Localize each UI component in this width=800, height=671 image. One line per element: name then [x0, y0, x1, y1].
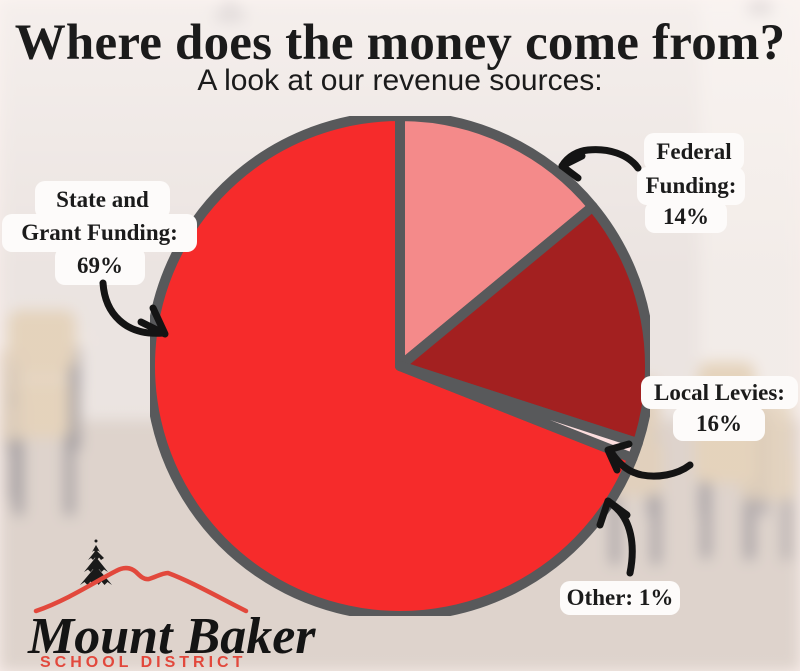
svg-text:SCHOOL DISTRICT: SCHOOL DISTRICT — [40, 654, 246, 671]
